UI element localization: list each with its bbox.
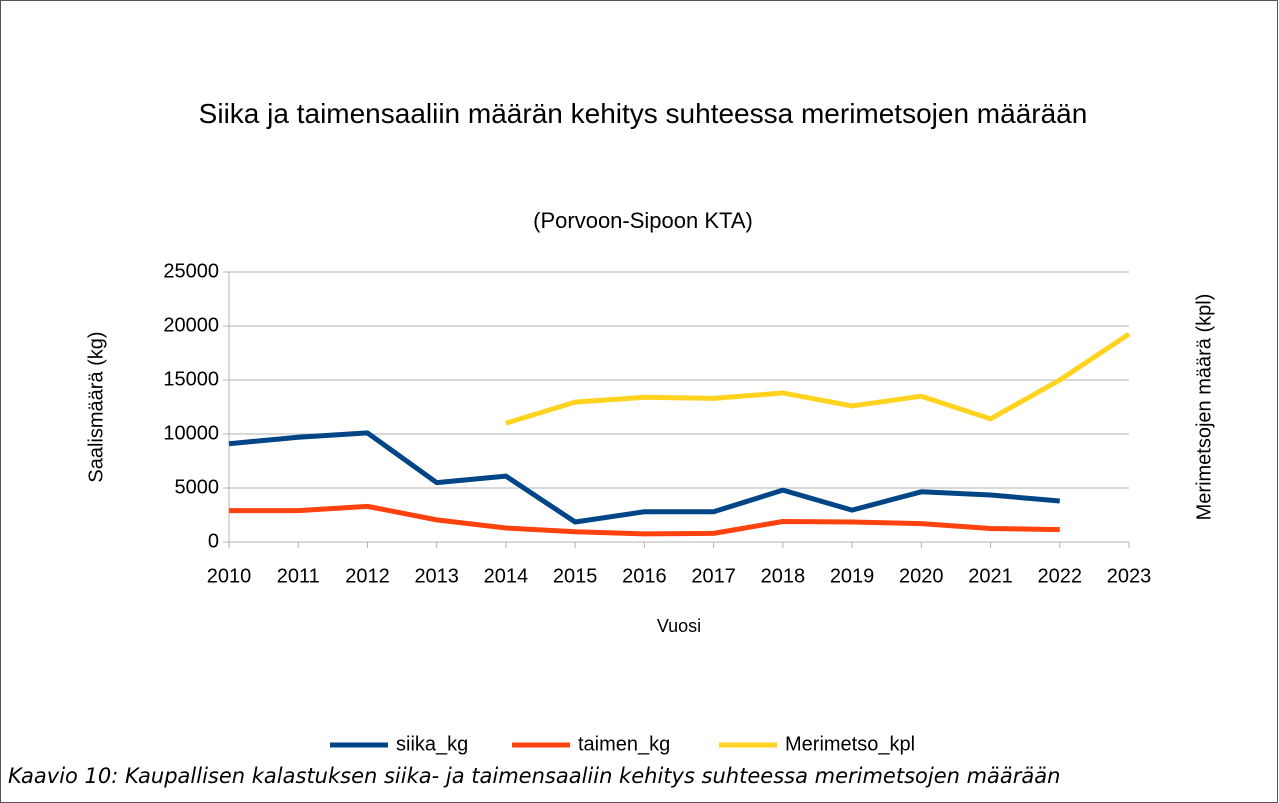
x-tick-label: 2011 [277, 565, 320, 587]
x-tick-label: 2018 [761, 565, 806, 587]
chart-title: Siika ja taimensaaliin määrän kehitys su… [198, 98, 1088, 129]
chart-subtitle: (Porvoon-Sipoon KTA) [533, 208, 753, 233]
legend-label: taimen_kg [578, 733, 670, 755]
x-tick-label: 2013 [414, 565, 459, 587]
x-tick-label: 2015 [553, 565, 598, 587]
line-series [229, 503, 1060, 537]
x-tick-label: 2022 [1038, 565, 1083, 587]
x-tick-label: 2017 [691, 565, 736, 587]
legend-label: Merimetso_kpl [785, 733, 915, 755]
x-tick-label: 2020 [899, 565, 944, 587]
legend-label: siika_kg [396, 733, 468, 755]
y2-axis-title: Merimetsojen määrä (kpl) [1193, 294, 1215, 521]
x-tick-label: 2012 [345, 565, 390, 587]
line-series [228, 430, 1060, 525]
line-series [505, 332, 1131, 426]
y-tick-label: 10000 [163, 422, 219, 444]
x-tick-label: 2019 [830, 565, 875, 587]
y-axis-title: Saalismäärä (kg) [85, 331, 107, 482]
x-tick-label: 2014 [484, 565, 529, 587]
x-tick-label: 2021 [968, 565, 1013, 587]
x-axis-title: Vuosi [657, 616, 701, 636]
y-tick-label: 5000 [175, 476, 220, 498]
x-tick-label: 2023 [1107, 565, 1152, 587]
y-tick-label: 20000 [163, 314, 219, 336]
y-tick-label: 15000 [163, 368, 219, 390]
x-tick-label: 2010 [207, 565, 252, 587]
y-tick-label: 25000 [163, 260, 219, 282]
y-tick-label: 0 [208, 530, 219, 552]
caption: Kaavio 10: Kaupallisen kalastuksen siika… [8, 764, 1061, 788]
x-tick-label: 2016 [622, 565, 667, 587]
